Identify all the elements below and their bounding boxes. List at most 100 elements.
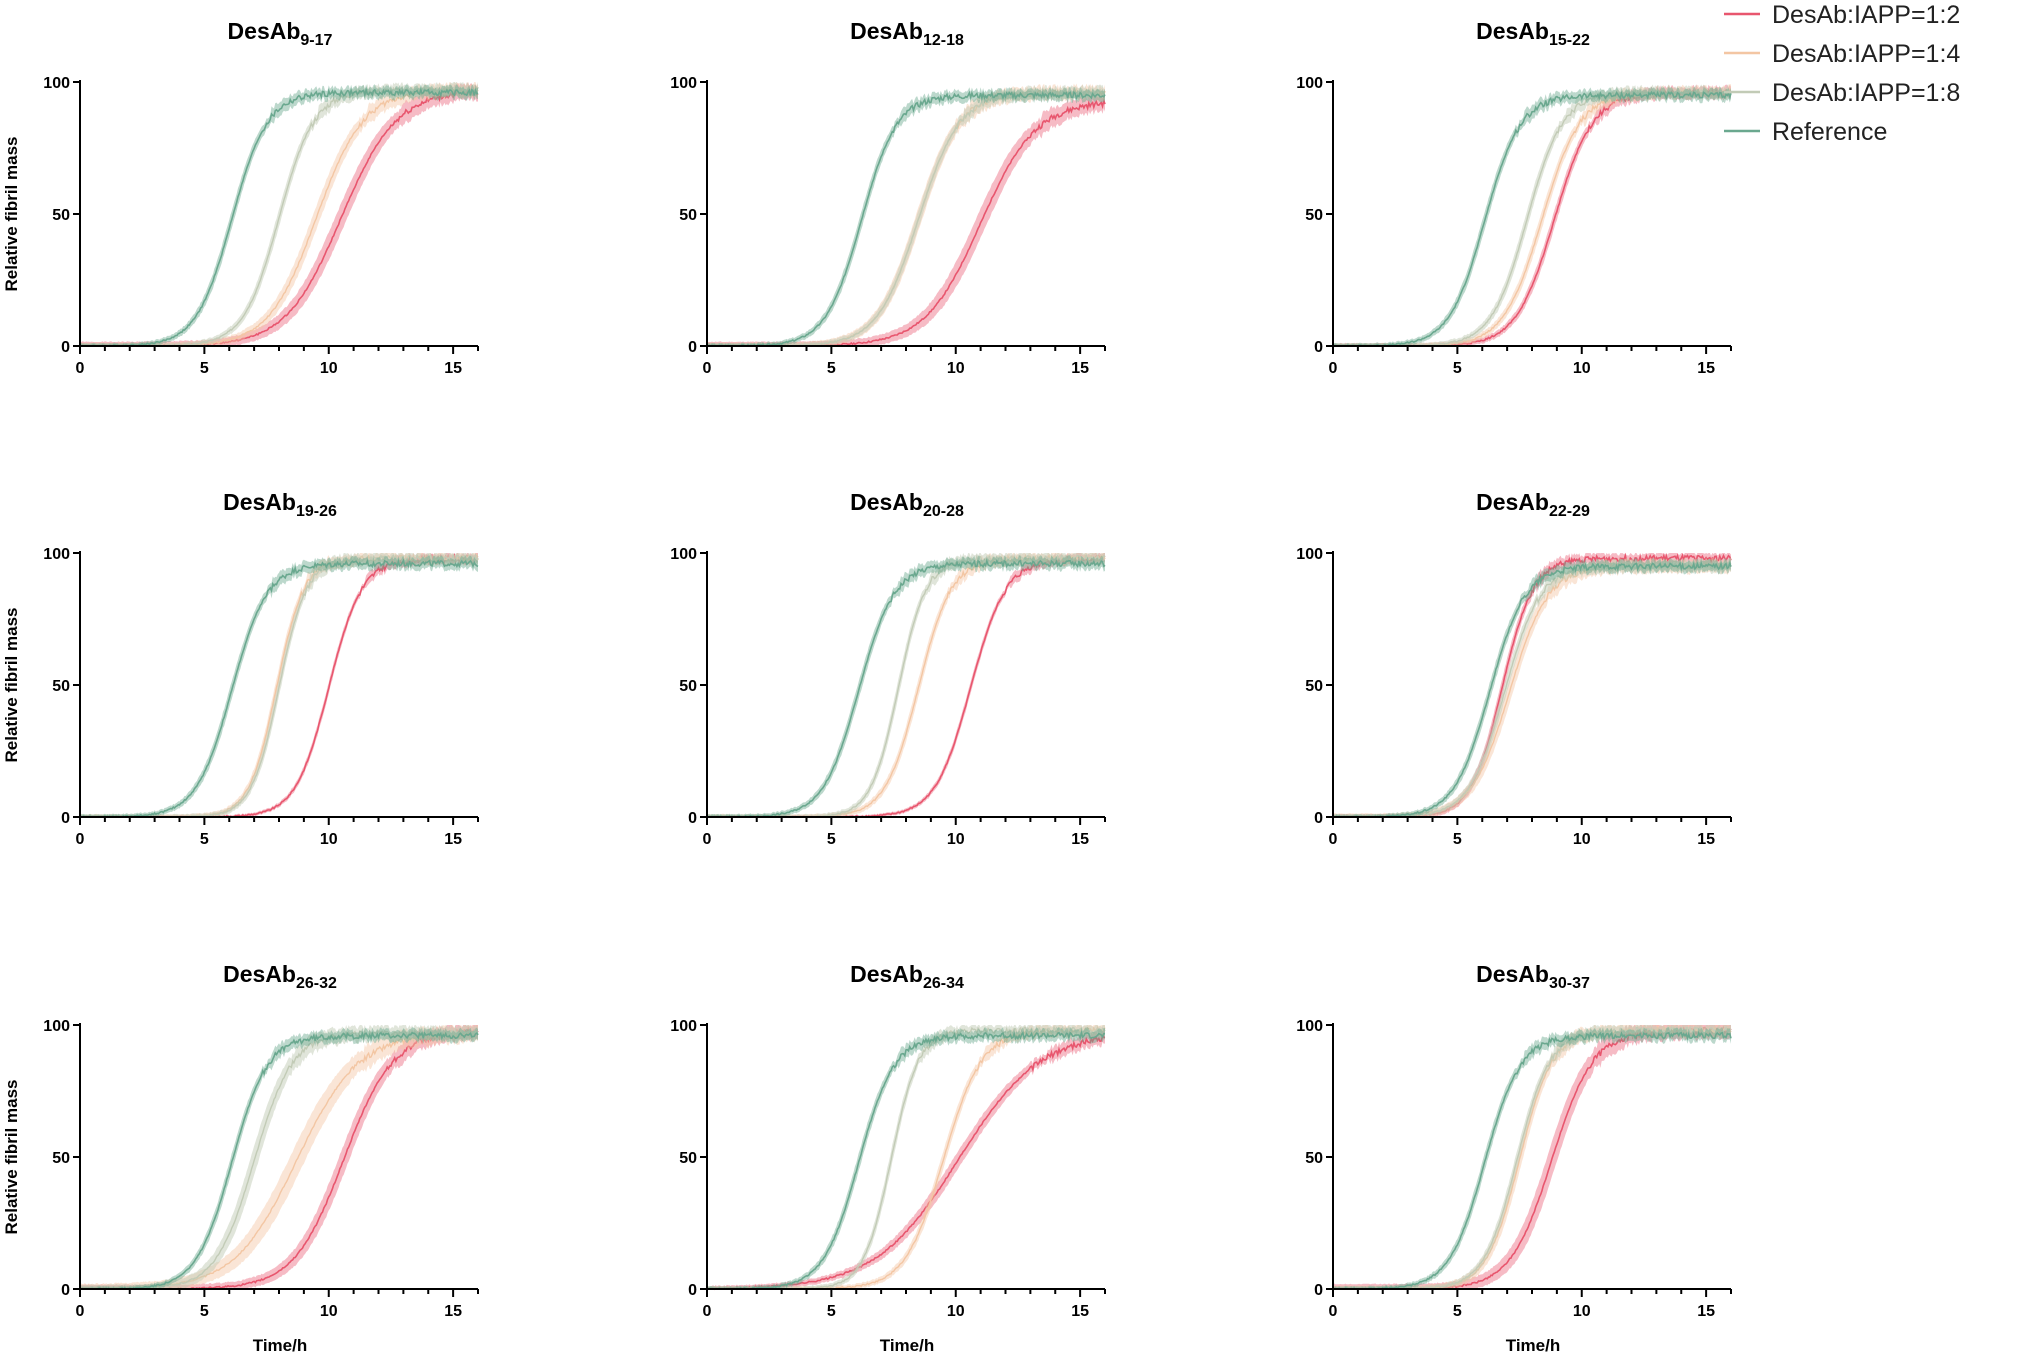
x-tick-label: 10 [947, 360, 965, 377]
panel-title-main: DesAb [850, 961, 923, 987]
panel-title: DesAb26-34 [850, 961, 964, 992]
series-line-desab-iapp-1-2 [1332, 1025, 1732, 1290]
band-desab-iapp-1-8 [1333, 1025, 1731, 1289]
x-tick-label: 0 [703, 360, 712, 377]
series-line-reference [706, 90, 1106, 347]
x-tick-label: 10 [947, 831, 965, 848]
band-desab-iapp-1-4 [1333, 84, 1731, 346]
x-tick-label: 5 [1453, 360, 1462, 377]
series-line-desab-iapp-1-4 [706, 553, 1106, 818]
x-tick-label: 15 [444, 360, 462, 377]
series-line-desab-iapp-1-8 [706, 553, 1106, 818]
y-tick-label: 100 [670, 75, 697, 92]
y-tick-label: 0 [1314, 1282, 1323, 1299]
x-tick-label: 15 [444, 1303, 462, 1320]
y-tick-label: 50 [1305, 1150, 1323, 1167]
y-tick-label: 0 [688, 339, 697, 356]
y-tick-label: 0 [688, 810, 697, 827]
y-tick-label: 100 [43, 1018, 70, 1035]
series-line-reference [706, 558, 1106, 818]
series-line-reference [1332, 560, 1732, 818]
x-axis-label: Time/h [1506, 1336, 1560, 1355]
panel-desab-26-34: 0 50 100 0 5 10 15 DesAb26-34 Time/h [670, 961, 1106, 1355]
series-line-desab-iapp-1-4 [1333, 88, 1732, 347]
panel-title-main: DesAb [1476, 18, 1549, 44]
x-tick-label: 10 [320, 831, 338, 848]
y-tick-label: 100 [43, 546, 70, 563]
series-line-desab-iapp-1-4 [1332, 561, 1732, 818]
series-line-desab-iapp-1-4 [1332, 1024, 1732, 1290]
y-tick-label: 100 [670, 546, 697, 563]
panel-title: DesAb22-29 [1476, 489, 1590, 520]
series-line-desab-iapp-1-8 [79, 1027, 479, 1290]
x-tick-label: 5 [1453, 831, 1462, 848]
band-desab-iapp-1-2 [1333, 84, 1731, 347]
band-desab-iapp-1-4 [80, 1025, 478, 1289]
x-tick-label: 10 [1573, 1303, 1591, 1320]
y-tick-label: 0 [61, 810, 70, 827]
legend-label-desab-iapp-1-4: DesAb:IAPP=1:4 [1772, 40, 1960, 68]
band-reference [707, 1027, 1105, 1289]
legend: DesAb:IAPP=1:2 DesAb:IAPP=1:4 DesAb:IAPP=1… [1724, 1, 1960, 146]
band-desab-iapp-1-4 [1333, 1025, 1731, 1289]
panel-title-subscript: 30-37 [1549, 975, 1590, 992]
band-desab-iapp-1-2 [707, 93, 1105, 346]
y-tick-label: 0 [1314, 339, 1323, 356]
legend-label-desab-iapp-1-2: DesAb:IAPP=1:2 [1772, 1, 1960, 29]
panel-title-main: DesAb [223, 961, 296, 987]
y-tick-label: 100 [1296, 546, 1323, 563]
band-desab-iapp-1-2 [707, 1029, 1105, 1289]
x-tick-label: 10 [947, 1303, 965, 1320]
y-tick-label: 50 [52, 1150, 70, 1167]
band-reference [1333, 557, 1731, 817]
band-desab-iapp-1-2 [80, 82, 478, 347]
x-tick-label: 0 [1329, 1303, 1338, 1320]
legend-label-reference: Reference [1772, 118, 1887, 146]
x-tick-label: 15 [1697, 360, 1715, 377]
y-tick-label: 100 [1296, 1018, 1323, 1035]
x-tick-label: 0 [76, 360, 85, 377]
x-tick-label: 5 [200, 1303, 209, 1320]
panel-title-subscript: 15-22 [1549, 32, 1590, 49]
x-tick-label: 10 [320, 360, 338, 377]
series-line-desab-iapp-1-4 [79, 1030, 479, 1290]
band-desab-iapp-1-2 [1333, 1025, 1731, 1289]
y-axis-label: Relative fibril mass [2, 608, 21, 763]
x-tick-label: 10 [1573, 360, 1591, 377]
panel-title: DesAb30-37 [1476, 961, 1590, 992]
x-tick-label: 5 [827, 360, 836, 377]
series-line-desab-iapp-1-2 [706, 97, 1106, 348]
panel-title-subscript: 12-18 [923, 32, 964, 49]
x-tick-label: 0 [703, 1303, 712, 1320]
panel-title-subscript: 20-28 [923, 503, 964, 520]
y-tick-label: 100 [43, 75, 70, 92]
series-line-reference [79, 558, 479, 818]
panel-title-main: DesAb [223, 489, 296, 515]
band-desab-iapp-1-8 [80, 82, 478, 346]
panel-title-subscript: 26-34 [923, 975, 964, 992]
y-tick-label: 50 [679, 207, 697, 224]
panel-title-main: DesAb [850, 18, 923, 44]
series-line-desab-iapp-1-4 [706, 1025, 1106, 1290]
y-tick-label: 50 [1305, 207, 1323, 224]
panel-title: DesAb19-26 [223, 489, 337, 520]
legend-label-desab-iapp-1-8: DesAb:IAPP=1:8 [1772, 79, 1960, 107]
panel-desab-20-28: 0 50 100 0 5 10 15 DesAb20-28 [670, 489, 1106, 848]
band-desab-iapp-1-2 [80, 1025, 478, 1289]
band-reference [1333, 1027, 1731, 1289]
series-line-reference [1332, 90, 1732, 347]
panel-title-main: DesAb [228, 18, 301, 44]
y-axis-label: Relative fibril mass [2, 1080, 21, 1235]
series-line-desab-iapp-1-2 [79, 1026, 479, 1291]
y-tick-label: 100 [1296, 75, 1323, 92]
series-line-desab-iapp-1-8 [79, 553, 479, 818]
x-tick-label: 15 [1071, 1303, 1089, 1320]
x-axis-label: Time/h [880, 1336, 934, 1355]
panel-title: DesAb9-17 [228, 18, 333, 49]
panel-desab-19-26: 0 50 100 0 5 10 15 DesAb19-26 Relative fibril ma… [2, 489, 479, 848]
panel-title-main: DesAb [1476, 961, 1549, 987]
panel-title-main: DesAb [1476, 489, 1549, 515]
y-tick-label: 50 [679, 678, 697, 695]
y-tick-label: 50 [1305, 678, 1323, 695]
panel-title: DesAb15-22 [1476, 18, 1590, 49]
